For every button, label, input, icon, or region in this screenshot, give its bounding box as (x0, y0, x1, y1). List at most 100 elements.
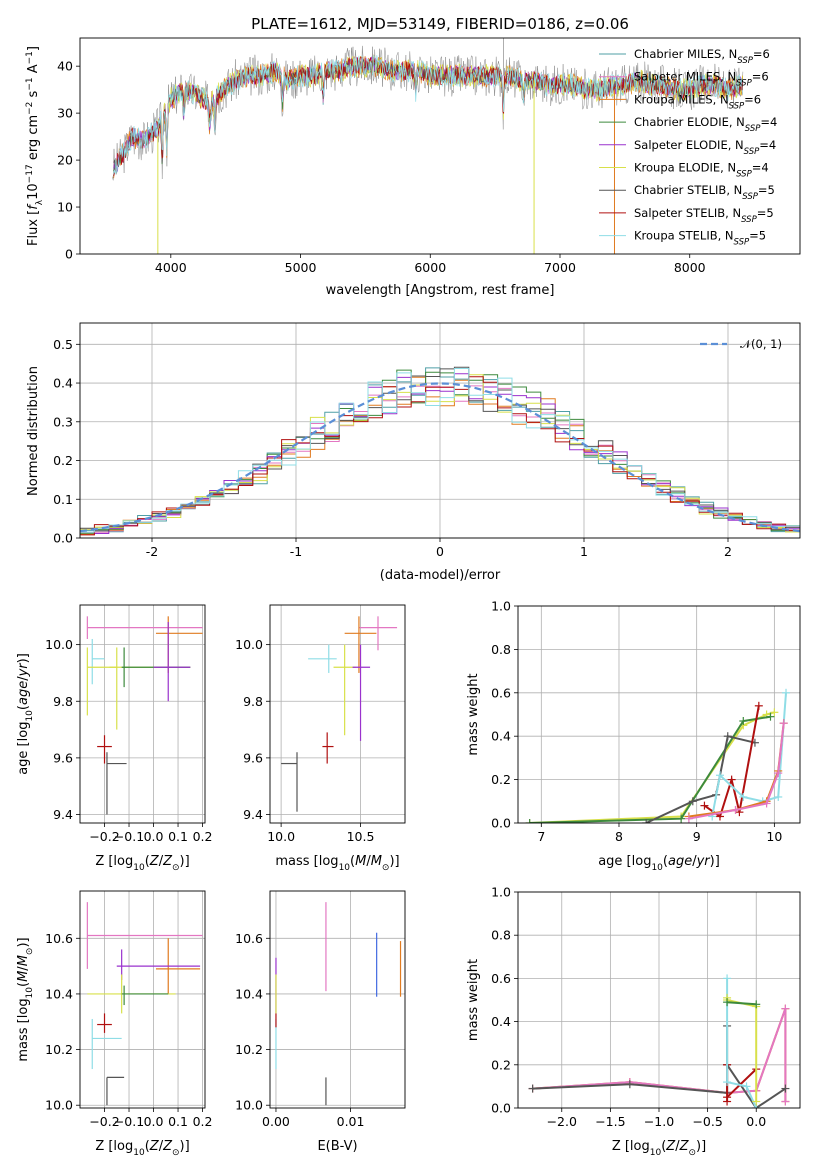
label-part: age (668, 854, 692, 869)
legend-suffix: =5 (757, 206, 774, 220)
label-part: )] (710, 854, 720, 869)
legend-suffix: =4 (760, 115, 777, 129)
y-axis-label: mass weight (466, 673, 481, 755)
panel-age_vs_Z: −0.2−0.1 0.0 0.1 0.29.49.69.810.0Z [log10(Z… (16, 604, 212, 873)
legend-sub: SSP (742, 192, 758, 202)
label-part: ( (145, 854, 150, 869)
y-tick-label: 0.0 (491, 816, 511, 831)
label-part: / (16, 966, 31, 971)
label-part: ( (145, 1139, 150, 1154)
y-tick-label: 10.0 (235, 1098, 263, 1113)
x-tick-label: 8000 (674, 260, 706, 275)
x-tick-label: −0.1 (114, 829, 144, 844)
label-part: ⊙ (25, 948, 35, 956)
x-axis-label: E(B-V) (317, 1139, 357, 1154)
label-part: 10 (133, 1148, 145, 1158)
label-part: ⊙ (688, 1148, 696, 1158)
label-part: ] (26, 46, 41, 51)
x-tick-label: −0.1 (114, 1114, 144, 1129)
x-tick-label: −0.2 (89, 1114, 119, 1129)
y-tick-label: 9.6 (243, 750, 263, 765)
y-tick-label: 0.2 (491, 1057, 511, 1072)
label-part: −1 (25, 77, 35, 90)
legend-sub: SSP (741, 215, 757, 225)
weight-line-kroupa_stelib (726, 978, 758, 1108)
label-part: )] (180, 854, 190, 869)
legend-sub: SSP (736, 79, 752, 89)
y-tick-label: 0.3 (53, 414, 73, 429)
legend-suffix: =4 (759, 138, 776, 152)
legend-label: Kroupa STELIB, NSSP=5 (634, 229, 766, 248)
label-part: M (16, 971, 31, 982)
label-part: Z (162, 1139, 173, 1154)
y-tick-label: 9.4 (243, 807, 263, 822)
label-part: (data-model)/error (380, 568, 501, 583)
label-part: ( (661, 1139, 666, 1154)
plot-area (112, 38, 744, 254)
x-tick-label: 0 (436, 544, 444, 559)
legend-text: Kroupa ELODIE, N (634, 161, 736, 175)
y-tick-label: 0.4 (491, 1014, 511, 1029)
x-tick-label: 0.2 (193, 1114, 213, 1129)
label-part: Z (162, 854, 173, 869)
y-tick-label: 0.4 (491, 729, 511, 744)
legend-label: Kroupa ELODIE, NSSP=4 (634, 161, 769, 180)
y-tick-label: 10.4 (45, 986, 73, 1001)
label-part: E(B-V) (317, 1139, 357, 1154)
legend-suffix: =6 (752, 70, 769, 84)
label-part: erg cm (26, 115, 41, 164)
legend-label: Chabrier ELODIE, NSSP=4 (634, 115, 777, 134)
label-part: )] (696, 1139, 706, 1154)
label-part: −1 (25, 51, 35, 64)
legend-sub: SSP (737, 56, 753, 66)
y-tick-label: 1.0 (491, 885, 511, 900)
legend-text: Salpeter MILES, N (634, 70, 736, 84)
x-tick-label: 10.5 (347, 829, 375, 844)
axes-frame (79, 604, 206, 824)
weight-line-salpeter_miles (532, 1008, 787, 1102)
label-part: λ (35, 199, 45, 205)
label-part: / (16, 676, 31, 681)
label-part: Z (149, 1139, 160, 1154)
y-tick-label: 10.2 (45, 1042, 73, 1057)
label-part: ⊙ (172, 863, 180, 873)
y-axis-label: mass [log10(M/M⊙)] (16, 937, 35, 1061)
label-part: Z (149, 854, 160, 869)
label-part: ( (663, 854, 668, 869)
legend-text: Kroupa MILES, N (634, 92, 729, 106)
x-tick-label: 0.0 (144, 829, 164, 844)
x-axis-label: wavelength [Angstrom, rest frame] (326, 283, 555, 298)
legend-sub: SSP (734, 238, 750, 248)
x-tick-label: 0.1 (168, 829, 188, 844)
y-tick-label: 0 (65, 247, 73, 262)
x-tick-label: −1.0 (644, 1114, 674, 1129)
y-tick-label: 0.1 (53, 492, 73, 507)
x-tick-label: -1 (290, 544, 302, 559)
legend-label: Kroupa MILES, NSSP=6 (634, 92, 761, 111)
label-part: Z [log (612, 1139, 650, 1154)
x-tick-label: 5000 (285, 260, 317, 275)
y-tick-label: 0.2 (53, 453, 73, 468)
y-tick-label: 9.8 (53, 694, 73, 709)
y-tick-label: 10.4 (235, 986, 263, 1001)
x-tick-label: −0.5 (692, 1114, 722, 1129)
y-tick-label: 0.0 (491, 1101, 511, 1116)
label-part: ( (16, 982, 31, 987)
legend-label: Chabrier MILES, NSSP=6 (634, 47, 770, 66)
figure-title: PLATE=1612, MJD=53149, FIBERID=0186, z=0… (251, 15, 629, 33)
x-tick-label: 0.0 (144, 1114, 164, 1129)
y-tick-label: 0.2 (491, 772, 511, 787)
x-tick-label: 1 (580, 544, 588, 559)
label-part: ⊙ (382, 863, 390, 873)
panel-spectrum: 4000 5000 6000 7000 8000 0 10 20 30 40 Chabrier MI… (25, 37, 801, 298)
x-tick-label: 10 (766, 829, 782, 844)
plot-area (86, 616, 203, 815)
plot-area (86, 902, 203, 1106)
y-axis-label: age [log10(age/yr)] (16, 653, 35, 775)
x-tick-label: 0.1 (168, 1114, 188, 1129)
y-tick-label: 10.0 (45, 637, 73, 652)
label-part: mass weight (466, 673, 481, 755)
gaussian-curve (80, 382, 800, 533)
label-part: s (26, 90, 41, 101)
